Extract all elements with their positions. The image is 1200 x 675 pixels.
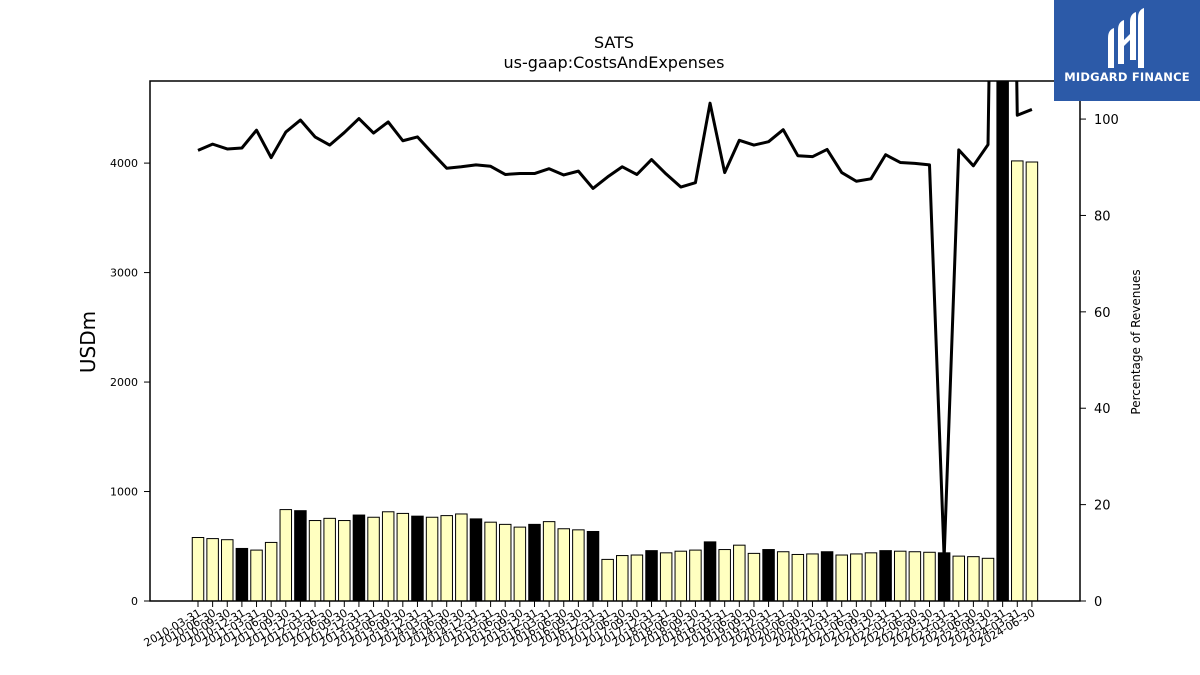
bar [908, 551, 922, 601]
bar [542, 521, 556, 601]
bar [850, 553, 863, 601]
bar [674, 550, 688, 601]
bar [294, 510, 307, 601]
bar [411, 515, 424, 601]
bar [835, 554, 848, 601]
bar [367, 516, 380, 601]
bar [893, 550, 907, 601]
y-axis-label: USDm [76, 311, 100, 373]
bar [791, 553, 805, 601]
bar [864, 552, 878, 601]
percentage-line [197, 81, 1033, 560]
bar [191, 537, 205, 601]
bar [308, 520, 322, 601]
bar [206, 538, 219, 601]
y2-axis: 0 20 40 60 80 100 [1080, 113, 1119, 610]
bar [806, 553, 819, 601]
bar [952, 555, 966, 601]
y2-tick-label: 60 [1094, 306, 1111, 321]
bar [528, 523, 541, 601]
chart-subtitle: us-gaap:CostsAndExpenses [504, 53, 725, 72]
bar [455, 513, 468, 601]
bar [381, 511, 395, 601]
bar [498, 523, 512, 601]
y2-tick-label: 80 [1094, 209, 1111, 224]
bar [352, 514, 366, 601]
bar [1011, 160, 1024, 601]
bar [645, 550, 658, 601]
bar [601, 558, 614, 601]
y-axis: 0 1000 2000 3000 4000 [110, 157, 150, 608]
y2-tick-label: 100 [1094, 113, 1119, 128]
bar [616, 555, 629, 601]
bar [996, 81, 1009, 601]
bar [484, 521, 497, 601]
bar [323, 517, 336, 601]
bar [425, 516, 439, 601]
bar [1025, 161, 1039, 601]
bar [630, 554, 644, 601]
y-tick-label: 3000 [110, 267, 138, 280]
bar [718, 549, 731, 601]
logo: MIDGARD FINANCE [1054, 0, 1200, 101]
bar [572, 529, 585, 601]
bar [513, 526, 527, 601]
bar [820, 551, 834, 601]
y-tick-label: 2000 [110, 376, 138, 389]
chart-title: SATS [594, 33, 634, 52]
bar [586, 530, 600, 601]
bar [235, 547, 249, 601]
bar [703, 541, 717, 601]
y2-tick-label: 40 [1094, 402, 1111, 417]
bar [264, 541, 278, 601]
bar [762, 549, 775, 601]
x-axis: 2010-03-312010-06-302010-09-302010-12-31… [142, 601, 1037, 650]
bar [879, 550, 892, 601]
bar [279, 509, 293, 601]
bar [250, 549, 263, 601]
plot-frame [149, 80, 1081, 602]
y2-tick-label: 20 [1094, 499, 1111, 514]
bar [221, 539, 234, 601]
y2-tick-label: 0 [1094, 595, 1102, 610]
bar [396, 512, 410, 601]
bar [747, 552, 761, 601]
bar [981, 557, 995, 601]
bar [937, 552, 951, 601]
bar [659, 552, 673, 601]
bar [733, 544, 746, 601]
line-group [197, 81, 1033, 560]
bar [557, 528, 570, 601]
bar [689, 549, 702, 601]
bar-group [191, 81, 1039, 601]
logo-mark-icon [1108, 8, 1144, 68]
bar [469, 518, 483, 601]
bar [923, 551, 936, 601]
bar [440, 515, 453, 601]
bar [338, 520, 351, 601]
y-tick-label: 1000 [110, 486, 138, 499]
y-tick-label: 4000 [110, 157, 138, 170]
bar [967, 556, 980, 601]
y-tick-label: 0 [131, 595, 138, 608]
y2-axis-label: Percentage of Revenues [1129, 269, 1143, 414]
bar [776, 551, 790, 601]
logo-text: MIDGARD FINANCE [1064, 70, 1190, 84]
